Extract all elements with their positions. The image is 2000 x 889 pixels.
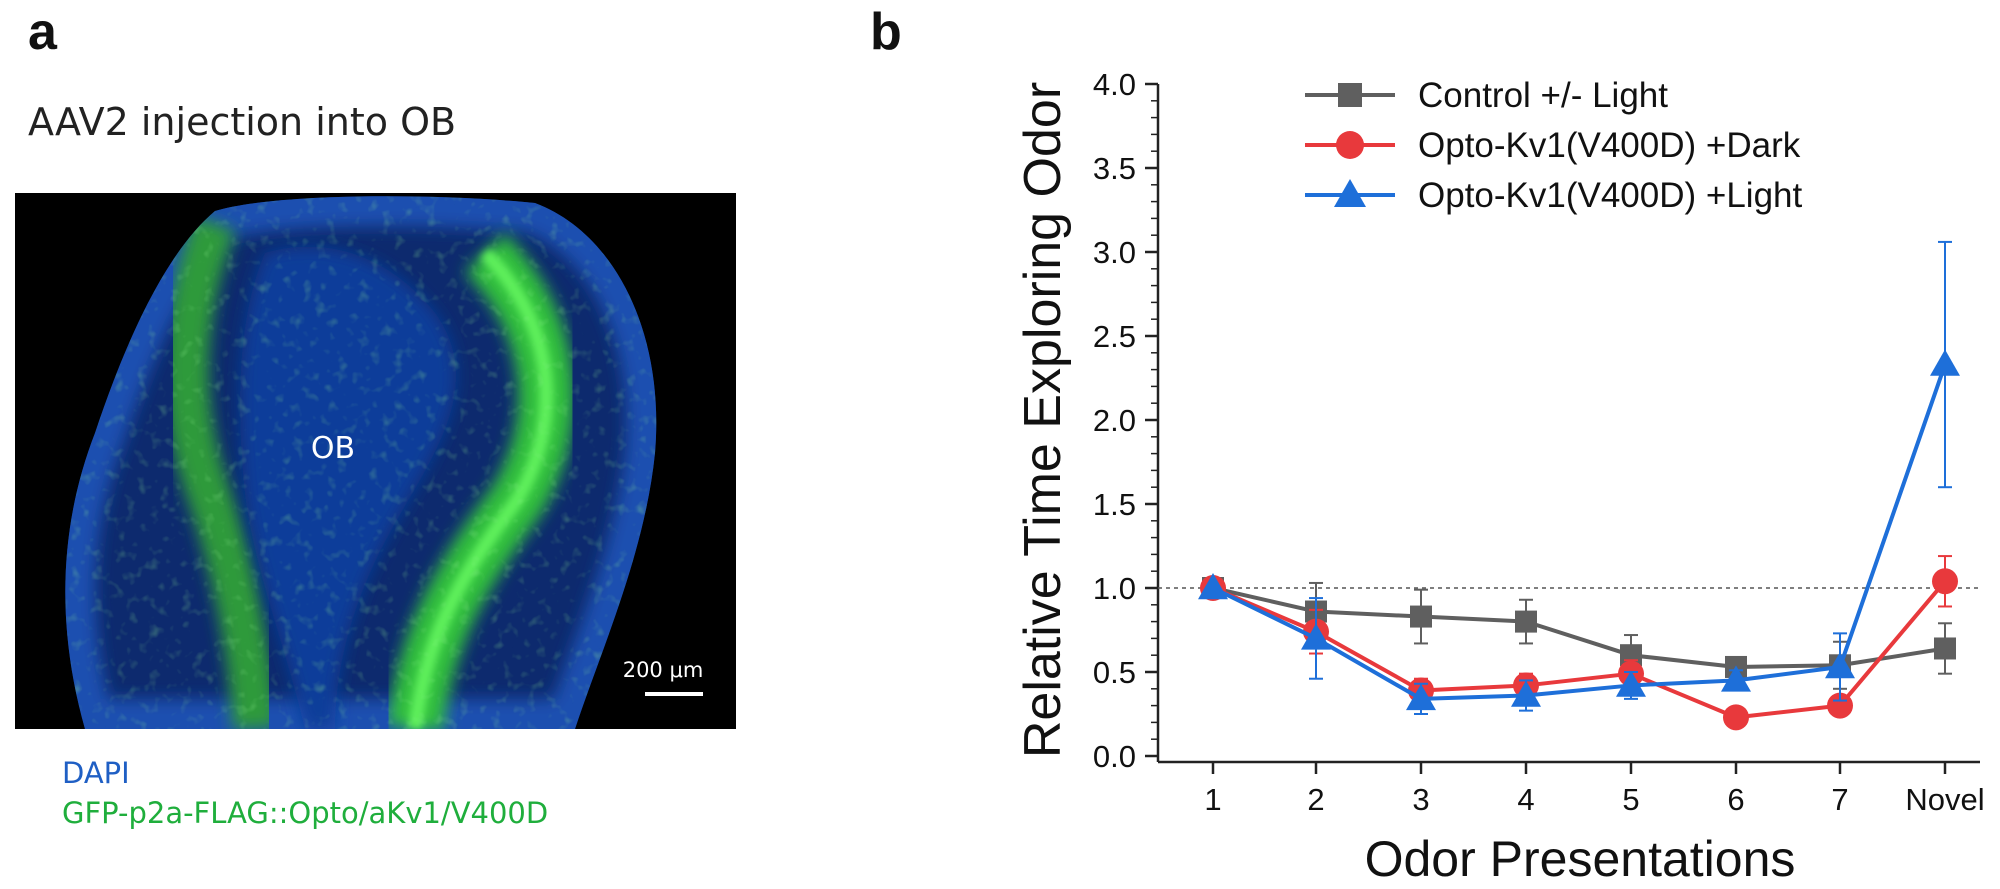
tissue: [65, 196, 657, 729]
y-tick-label: 0.5: [1093, 655, 1136, 690]
y-tick-label: 1.0: [1093, 571, 1136, 606]
y-axis-title: Relative Time Exploring Odor: [1014, 82, 1072, 758]
legend-marker: [1338, 83, 1362, 107]
y-tick-label: 0.0: [1093, 739, 1136, 774]
data-point: [1406, 683, 1436, 711]
scale-bar-label: 200 μm: [623, 658, 704, 682]
legend-gfp: GFP-p2a-FLAG::Opto/aKv1/V400D: [62, 796, 549, 830]
legend-marker: [1336, 131, 1364, 159]
legend-entry-2: Opto-Kv1(V400D) +Dark: [1305, 126, 1801, 165]
data-point: [1930, 349, 1960, 376]
data-point: [1515, 610, 1537, 633]
series-line: [1212, 586, 1946, 669]
legend-label: Control +/- Light: [1418, 76, 1668, 115]
olfactory-bulb-micrograph: OB 200 μm: [15, 193, 736, 729]
data-point: [1932, 568, 1958, 595]
panel-a-title: AAV2 injection into OB: [28, 100, 457, 144]
y-tick-label: 2.5: [1093, 319, 1136, 354]
y-axis: 0.0 0.5 1.0 1.5 2.0 2.5 3.0 3.5 4.0: [1093, 67, 1160, 774]
y-tick-label: 3.0: [1093, 235, 1136, 270]
series-layer: [1198, 240, 1960, 731]
legend-marker: [1334, 179, 1366, 207]
data-point: [1511, 680, 1541, 707]
data-point: [1301, 623, 1331, 650]
panel-b-label: b: [870, 3, 902, 61]
x-tick-label: 3: [1412, 782, 1429, 817]
data-point: [1616, 670, 1646, 697]
y-tick-label: 4.0: [1093, 67, 1136, 102]
chart-legend: Control +/- Light Opto-Kv1(V400D) +Dark Op…: [1305, 76, 1803, 215]
series-3: [1198, 240, 1960, 715]
x-axis: 1 2 3 4 5 6 7 Novel: [1158, 760, 1985, 817]
data-point: [1198, 573, 1228, 600]
x-tick-label: 1: [1204, 782, 1221, 817]
data-point: [1934, 637, 1956, 660]
x-tick-label: 7: [1831, 782, 1848, 817]
x-tick-label: 4: [1517, 782, 1534, 817]
scale-bar: [645, 692, 703, 696]
x-axis-title: Odor Presentations: [1365, 831, 1796, 887]
x-tick-label: 5: [1622, 782, 1639, 817]
data-point: [1827, 692, 1853, 719]
legend-dapi: DAPI: [62, 756, 130, 790]
odor-exploration-chart: 0.0 0.5 1.0 1.5 2.0 2.5 3.0 3.5 4.0 1 2 3 4 5 6 7 Novel…: [1014, 67, 1985, 887]
data-point: [1721, 665, 1751, 692]
data-point: [1723, 704, 1749, 731]
x-tick-label: 2: [1307, 782, 1324, 817]
y-tick-label: 3.5: [1093, 151, 1136, 186]
data-point: [1825, 651, 1855, 679]
x-tick-label: 6: [1727, 782, 1744, 817]
panel-a-label: a: [28, 3, 57, 61]
series-line: [1212, 363, 1947, 701]
x-tick-label: Novel: [1905, 782, 1984, 817]
y-tick-label: 2.0: [1093, 403, 1136, 438]
data-point: [1410, 605, 1432, 628]
series-line: [1212, 579, 1947, 720]
legend-entry-3: Opto-Kv1(V400D) +Light: [1305, 176, 1803, 215]
y-tick-label: 1.5: [1093, 487, 1136, 522]
legend-entry-1: Control +/- Light: [1305, 76, 1668, 115]
legend-label: Opto-Kv1(V400D) +Light: [1418, 176, 1803, 215]
ob-image-label: OB: [311, 431, 355, 466]
legend-label: Opto-Kv1(V400D) +Dark: [1418, 126, 1801, 165]
